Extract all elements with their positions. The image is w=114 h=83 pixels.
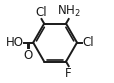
Text: NH$_2$: NH$_2$ xyxy=(56,4,80,19)
Text: O: O xyxy=(24,49,33,62)
Text: F: F xyxy=(65,67,71,80)
Text: HO: HO xyxy=(6,36,24,49)
Text: Cl: Cl xyxy=(82,36,93,49)
Text: Cl: Cl xyxy=(35,6,47,19)
